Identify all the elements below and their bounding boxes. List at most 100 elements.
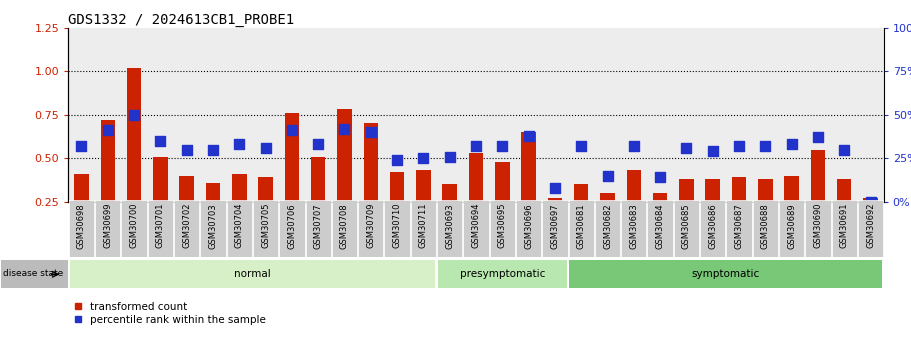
Text: GSM30693: GSM30693 xyxy=(445,203,455,248)
Text: GSM30687: GSM30687 xyxy=(734,203,743,249)
Text: GSM30681: GSM30681 xyxy=(577,203,586,248)
Bar xyxy=(804,28,831,202)
Point xyxy=(284,128,299,133)
Text: GSM30710: GSM30710 xyxy=(393,203,402,248)
FancyBboxPatch shape xyxy=(779,200,804,257)
Bar xyxy=(68,28,95,202)
FancyBboxPatch shape xyxy=(227,200,252,257)
FancyBboxPatch shape xyxy=(69,260,435,288)
Bar xyxy=(179,176,194,245)
Point xyxy=(127,112,141,118)
FancyBboxPatch shape xyxy=(621,200,647,257)
Bar xyxy=(463,28,489,202)
FancyBboxPatch shape xyxy=(95,200,120,257)
Text: GSM30695: GSM30695 xyxy=(497,203,507,248)
FancyBboxPatch shape xyxy=(411,200,436,257)
FancyBboxPatch shape xyxy=(69,200,94,257)
Bar xyxy=(548,198,562,245)
Text: GSM30684: GSM30684 xyxy=(656,203,665,248)
Bar xyxy=(226,28,252,202)
FancyBboxPatch shape xyxy=(253,200,278,257)
Bar xyxy=(390,172,404,245)
Bar xyxy=(752,28,779,202)
Bar xyxy=(74,174,88,245)
Bar xyxy=(337,109,352,245)
Bar xyxy=(620,28,647,202)
FancyBboxPatch shape xyxy=(700,200,725,257)
Point xyxy=(784,141,799,147)
Bar xyxy=(784,176,799,245)
Bar xyxy=(542,28,568,202)
Bar xyxy=(284,113,299,245)
Point xyxy=(705,149,720,154)
Text: GDS1332 / 2024613CB1_PROBE1: GDS1332 / 2024613CB1_PROBE1 xyxy=(68,12,294,27)
Point xyxy=(679,145,693,150)
Text: GSM30689: GSM30689 xyxy=(787,203,796,248)
Bar xyxy=(279,28,305,202)
Bar xyxy=(864,198,878,245)
Bar xyxy=(252,28,279,202)
Point xyxy=(627,143,641,149)
Text: GSM30707: GSM30707 xyxy=(313,203,322,248)
Bar xyxy=(332,28,358,202)
Bar xyxy=(857,28,884,202)
Bar xyxy=(358,28,384,202)
Bar xyxy=(495,162,509,245)
Point xyxy=(206,147,220,152)
Bar xyxy=(305,28,332,202)
Text: GSM30694: GSM30694 xyxy=(472,203,480,248)
Text: GSM30698: GSM30698 xyxy=(77,203,86,248)
FancyBboxPatch shape xyxy=(832,200,857,257)
Point xyxy=(232,141,247,147)
FancyBboxPatch shape xyxy=(438,260,567,288)
Point xyxy=(837,147,852,152)
Point xyxy=(443,154,457,159)
Text: GSM30704: GSM30704 xyxy=(235,203,244,248)
Text: GSM30690: GSM30690 xyxy=(814,203,823,248)
FancyBboxPatch shape xyxy=(568,200,594,257)
Text: GSM30696: GSM30696 xyxy=(524,203,533,248)
FancyBboxPatch shape xyxy=(384,200,410,257)
Text: GSM30682: GSM30682 xyxy=(603,203,612,248)
Bar xyxy=(127,68,141,245)
Point xyxy=(811,135,825,140)
Text: GSM30688: GSM30688 xyxy=(761,203,770,249)
Bar xyxy=(831,28,857,202)
Bar xyxy=(779,28,804,202)
Text: GSM30711: GSM30711 xyxy=(419,203,428,248)
Bar xyxy=(206,183,220,245)
Text: normal: normal xyxy=(234,269,271,279)
Point xyxy=(363,129,378,135)
Point xyxy=(337,126,352,131)
FancyBboxPatch shape xyxy=(332,200,357,257)
Bar xyxy=(705,179,720,245)
FancyBboxPatch shape xyxy=(305,200,331,257)
Text: GSM30709: GSM30709 xyxy=(366,203,375,248)
FancyBboxPatch shape xyxy=(569,260,883,288)
Point xyxy=(468,143,483,149)
Bar xyxy=(259,177,272,245)
Point xyxy=(153,138,168,144)
FancyBboxPatch shape xyxy=(752,200,778,257)
Bar xyxy=(653,193,668,245)
Text: GSM30691: GSM30691 xyxy=(840,203,849,248)
Bar xyxy=(574,185,589,245)
Bar xyxy=(627,170,641,245)
Text: GSM30683: GSM30683 xyxy=(630,203,639,249)
Point xyxy=(600,173,615,178)
Bar xyxy=(673,28,700,202)
FancyBboxPatch shape xyxy=(280,200,304,257)
Bar xyxy=(726,28,752,202)
FancyBboxPatch shape xyxy=(516,200,541,257)
Text: GSM30697: GSM30697 xyxy=(550,203,559,248)
Bar xyxy=(516,28,542,202)
Bar xyxy=(100,120,115,245)
Point xyxy=(74,143,88,149)
FancyBboxPatch shape xyxy=(2,260,67,288)
Bar xyxy=(200,28,226,202)
Point xyxy=(732,143,746,149)
FancyBboxPatch shape xyxy=(490,200,515,257)
Bar xyxy=(469,153,483,245)
Text: GSM30699: GSM30699 xyxy=(103,203,112,248)
Point xyxy=(653,175,668,180)
